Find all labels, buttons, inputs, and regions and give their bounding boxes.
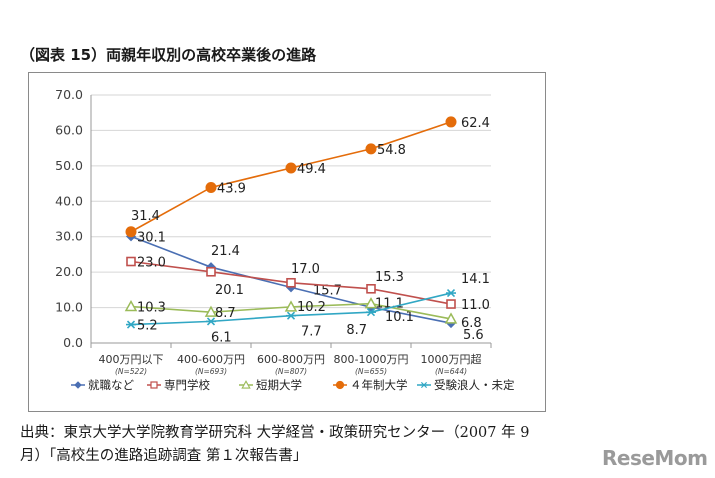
data-label: 23.0 — [137, 256, 166, 271]
data-label: 14.1 — [461, 272, 490, 287]
x-tick-label: 400万円以下 — [99, 353, 164, 366]
legend-marker — [151, 382, 157, 388]
data-point — [127, 258, 135, 266]
y-tick-label: 20.0 — [55, 264, 83, 279]
data-label: 6.8 — [461, 316, 482, 331]
y-tick-label: 70.0 — [55, 87, 83, 102]
y-tick-label: 10.0 — [55, 300, 83, 315]
data-point — [446, 290, 456, 297]
legend-label: ４年制大学 — [350, 378, 408, 392]
x-tick-note: (N=807) — [275, 367, 307, 376]
legend-marker — [420, 382, 428, 387]
legend-label: 受験浪人・未定 — [434, 378, 515, 392]
data-label: 11.0 — [461, 298, 490, 313]
data-label: 7.7 — [301, 325, 322, 340]
data-point — [287, 279, 295, 287]
data-label: 6.1 — [211, 330, 232, 345]
legend-label: 就職など — [88, 378, 134, 392]
data-point — [206, 318, 216, 325]
data-point — [126, 226, 137, 237]
x-tick-note: (N=644) — [435, 367, 467, 376]
line-chart: 0.010.020.030.040.050.060.070.0400万円以下(N… — [29, 73, 545, 411]
data-point — [367, 285, 375, 293]
y-tick-label: 0.0 — [63, 335, 83, 350]
data-label: 54.8 — [377, 143, 406, 158]
legend-marker — [336, 381, 344, 389]
x-tick-label: 400-600万円 — [177, 353, 245, 366]
figure-title: （図表 15）両親年収別の高校卒業後の進路 — [20, 44, 316, 65]
data-point — [447, 300, 455, 308]
data-point — [446, 116, 457, 127]
data-label: 62.4 — [461, 116, 490, 131]
data-point — [126, 321, 136, 328]
source-line-1: 出典：東京大学大学院教育学研究科 大学経営・政策研究センター（2007 年 9 — [20, 422, 715, 445]
data-label: 10.1 — [385, 310, 414, 325]
data-label: 15.3 — [375, 270, 404, 285]
x-tick-label: 600-800万円 — [257, 353, 325, 366]
y-tick-label: 40.0 — [55, 193, 83, 208]
y-tick-label: 50.0 — [55, 158, 83, 173]
y-tick-label: 60.0 — [55, 122, 83, 137]
data-label: 49.4 — [297, 162, 326, 177]
data-label: 20.1 — [215, 283, 244, 298]
series-line-４年制大学 — [131, 122, 451, 232]
y-tick-label: 30.0 — [55, 229, 83, 244]
data-point — [207, 268, 215, 276]
data-label: 17.0 — [291, 262, 320, 277]
data-label: 30.1 — [137, 230, 166, 245]
data-label: 43.9 — [217, 181, 246, 196]
data-point — [286, 312, 296, 319]
chart-frame: 0.0 10.0 20.0 30.0 40.0 50.0 60.0 70.0 400万円以下 (N… — [28, 72, 546, 412]
x-tick-note: (N=693) — [195, 367, 227, 376]
x-tick-label: 1000万円超 — [421, 352, 482, 366]
legend-label: 専門学校 — [164, 378, 210, 392]
x-tick-note: (N=522) — [115, 367, 147, 376]
resemom-logo: ReseMom — [602, 446, 707, 470]
data-label: 8.7 — [346, 323, 367, 338]
data-label: 21.4 — [211, 244, 240, 259]
data-point — [286, 162, 297, 173]
x-tick-note: (N=655) — [355, 367, 387, 376]
data-label: 10.2 — [297, 300, 326, 315]
legend-label: 短期大学 — [256, 378, 302, 392]
data-label: 31.4 — [131, 209, 160, 224]
x-tick-label: 800-1000万円 — [334, 353, 409, 366]
data-label: 5.2 — [137, 319, 158, 334]
data-label: 8.7 — [215, 306, 236, 321]
legend-marker — [74, 381, 82, 389]
data-point — [206, 182, 217, 193]
data-label: 10.3 — [137, 301, 166, 316]
data-point — [366, 143, 377, 154]
